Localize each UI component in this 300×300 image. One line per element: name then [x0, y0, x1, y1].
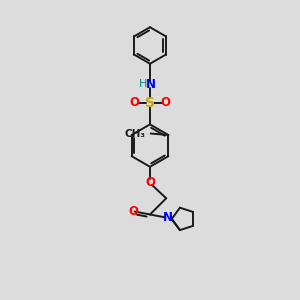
Text: O: O [130, 96, 140, 109]
Text: N: N [163, 211, 173, 224]
Text: O: O [160, 96, 170, 109]
Text: CH₃: CH₃ [125, 128, 146, 139]
Text: N: N [146, 78, 156, 91]
Text: S: S [145, 96, 155, 110]
Text: H: H [139, 79, 148, 89]
Text: O: O [145, 176, 155, 189]
Text: O: O [128, 205, 138, 218]
